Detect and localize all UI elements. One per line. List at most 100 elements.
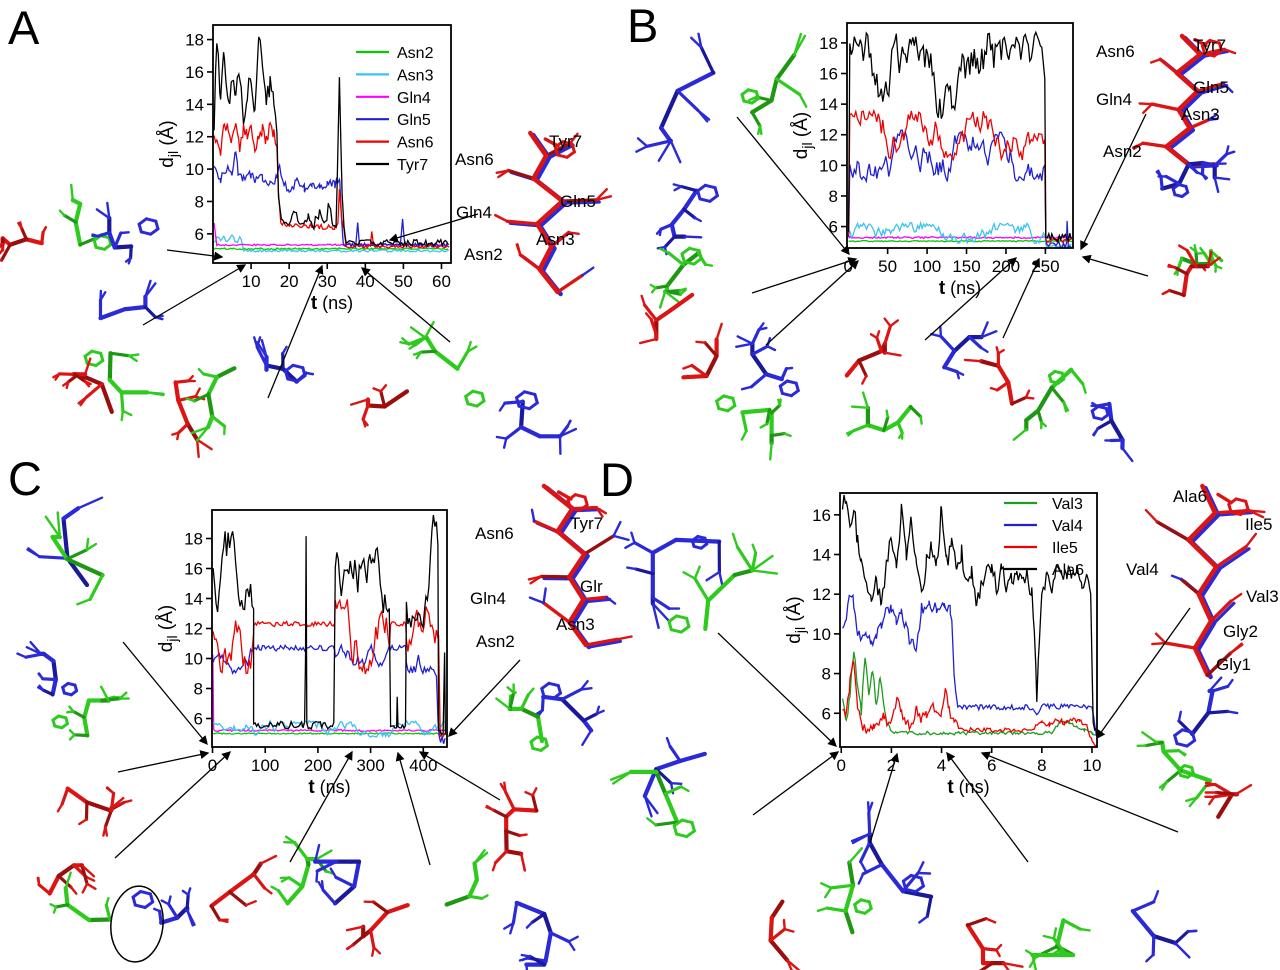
molecule-bond [979,346,989,353]
structure-label: Ala6 [1173,487,1207,506]
molecule-bond [99,351,105,363]
molecule-bond [195,438,200,459]
molecule-bond [228,890,248,907]
molecule-bond [857,872,865,885]
structure-label: Asn3 [1181,105,1220,124]
molecule-bond [560,198,598,203]
structure-label: Asn3 [556,615,595,634]
molecule-bond [73,220,83,247]
molecule-bond [963,358,983,363]
molecule-bond [1050,386,1066,404]
molecule-bond [1173,265,1189,276]
molecule-bond [1178,244,1189,252]
molecule-bond [90,349,103,355]
molecule-bond [567,597,586,625]
molecule-bond [210,414,227,428]
y-tick-label: 10 [184,650,203,669]
molecule-bond [37,883,52,896]
series-line-Ile5 [842,659,1097,747]
molecule-structure [1155,145,1236,298]
molecule-bond [1173,728,1184,737]
molecule-bond [668,744,682,763]
molecule-bond [143,305,158,319]
molecule-bond [301,366,307,378]
molecule-bond [508,691,516,711]
molecule-bond [549,230,571,249]
molecule-bond [1239,507,1250,516]
molecule-bond [1092,427,1100,437]
molecule-bond [568,132,579,145]
molecule-structure [527,483,633,650]
molecule-bond [861,862,884,876]
molecule-bond [651,602,660,629]
molecule-bond [1222,82,1234,94]
molecule-bond [1214,790,1239,796]
molecule-bond [60,786,70,806]
molecule-bond [785,366,794,370]
series-line-Asn6 [847,108,1072,244]
x-tick-label: 6 [987,756,996,775]
molecule-bond [145,391,165,395]
annotation-arrow [122,641,208,746]
molecule-bond [332,884,357,906]
molecule-structure [635,32,808,164]
molecule-bond [861,391,870,409]
molecule-bond [148,892,155,904]
molecule-bond [503,400,525,405]
molecule-bond [581,266,595,277]
molecule-bond [498,401,507,412]
legend-label: Asn6 [397,135,434,152]
x-tick-label: 60 [432,272,451,291]
molecule-bond [511,901,519,925]
y-axis-label: djl (Å) [791,112,815,159]
structure-label: Asn6 [455,150,494,169]
annotation-arrow [448,659,521,737]
molecule-bond [764,372,784,382]
molecule-bond [371,900,389,914]
molecule-bond [908,405,923,419]
annotation-arrow [289,750,353,863]
molecule-bond [73,201,83,225]
molecule-bond [504,790,516,811]
molecule-bond [769,403,782,415]
molecule-bond [154,219,160,231]
molecule-bond [1185,248,1198,268]
molecule-bond [1031,953,1038,970]
molecule-bond [296,374,307,383]
molecule-bond [1209,249,1224,262]
molecule-bond [989,386,999,392]
structure-label: Val3 [1246,587,1279,606]
molecule-bond [565,150,576,159]
molecule-bond [547,143,575,160]
molecule-bond [534,155,552,183]
molecule-bond [473,849,486,865]
molecule-bond [708,194,719,203]
molecule-bond [665,736,672,748]
molecule-bond [579,680,589,691]
molecule-bond [528,130,549,158]
molecule-bond [197,368,205,376]
molecule-bond [504,425,523,441]
molecule-bond [1206,709,1230,715]
molecule-bond [1062,401,1068,413]
y-tick-label: 12 [812,585,831,604]
annotation-arrow [752,751,840,816]
y-tick-label: 8 [194,680,203,699]
molecule-bond [467,877,479,899]
molecule-structure [0,183,160,265]
molecule-bond [528,596,545,605]
chart-panel-0: 10 20 30 40 50 60 6 8 10 12 14 16 18 t (ns) djl (Å) Asn… [157,24,452,314]
molecule-bond [1205,651,1233,677]
molecule-bond [1151,933,1178,946]
molecule-bond [642,303,658,322]
molecule-bond [1198,83,1229,95]
molecule-bond [209,889,232,909]
x-tick-label: 100 [251,756,279,775]
molecule-bond [535,709,544,715]
molecule-bond [27,547,41,558]
molecule-bond [1109,418,1125,443]
molecule-bond [523,390,537,396]
molecule-bond [517,404,531,411]
molecule-bond [751,554,774,572]
molecule-bond [485,806,495,812]
